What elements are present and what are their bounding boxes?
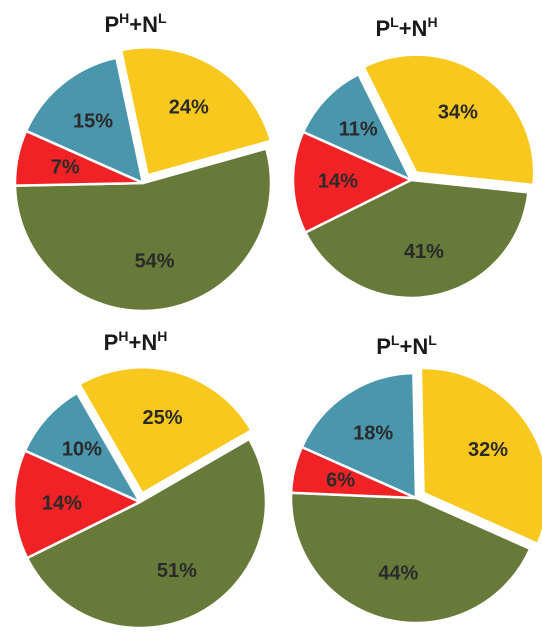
slice-label: 11% (339, 118, 378, 140)
pie-slice (289, 491, 532, 625)
pie-slice (419, 366, 542, 546)
pie-chart: 10% 25% 51% 14% (12, 366, 268, 630)
pie-chart: 11% 34% 41% 14% (291, 53, 536, 300)
slice-label: 41% (404, 241, 444, 263)
slice-label: 18% (353, 422, 393, 444)
pie-slice (301, 73, 413, 182)
pie-slice (25, 437, 268, 630)
slice-label: 15% (73, 110, 113, 132)
slice-label: 54% (135, 251, 175, 273)
slice-label: 7% (51, 156, 80, 178)
pie-panel-pl-nh: PL+NH 11% 34% 41% 14% (271, 0, 542, 318)
pie-slice (300, 371, 418, 500)
slice-label: 34% (438, 102, 478, 124)
slice-label: 44% (378, 562, 418, 584)
pie-title: PL+NH (375, 14, 438, 41)
pie-slice (289, 445, 418, 500)
pie-slice (23, 391, 142, 504)
slice-label: 10% (62, 439, 102, 461)
slice-label: 51% (157, 560, 197, 582)
pie-slice (78, 366, 253, 495)
slice-label: 14% (318, 171, 358, 193)
slice-label: 32% (468, 439, 508, 461)
pie-slice (13, 129, 145, 187)
pie-panel-pl-nl: PL+NL 18% 32% 44% 6% (271, 318, 542, 636)
pie-chart: 15% 24% 54% 7% (13, 46, 273, 313)
pie-title: PH+NH (103, 328, 168, 355)
pie-slice (24, 56, 145, 185)
slice-label: 6% (326, 469, 355, 491)
pie-panel-ph-nl: PH+NL 15% 24% 54% 7% (0, 0, 273, 318)
pie-slice (291, 130, 413, 234)
slice-label: 25% (143, 407, 183, 429)
pie-slice (362, 53, 536, 187)
pie-chart: 18% 32% 44% 6% (289, 366, 542, 625)
pie-slice (119, 46, 273, 177)
pie-slice (13, 147, 273, 313)
pie-title: PL+NL (376, 332, 437, 359)
pie-title: PH+NL (104, 10, 167, 37)
pie-slice (304, 178, 530, 300)
pie-panel-ph-nh: PH+NH 10% 25% 51% 14% (0, 318, 271, 636)
slice-label: 24% (169, 96, 209, 118)
pie-slice (12, 449, 142, 560)
slice-label: 14% (42, 493, 82, 515)
